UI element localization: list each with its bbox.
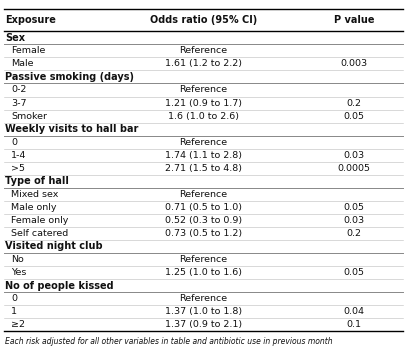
Text: 1.6 (1.0 to 2.6): 1.6 (1.0 to 2.6) <box>168 112 239 121</box>
Text: 1.21 (0.9 to 1.7): 1.21 (0.9 to 1.7) <box>165 99 242 108</box>
Text: Male only: Male only <box>11 203 57 212</box>
Text: Sex: Sex <box>5 33 25 43</box>
Text: 0.03: 0.03 <box>344 151 365 160</box>
Text: 0.04: 0.04 <box>344 307 365 316</box>
Text: 1-4: 1-4 <box>11 151 26 160</box>
Text: Reference: Reference <box>179 255 228 264</box>
Text: P value: P value <box>334 15 374 25</box>
Text: Female: Female <box>11 46 45 55</box>
Text: Mixed sex: Mixed sex <box>11 190 58 199</box>
Text: Smoker: Smoker <box>11 112 47 121</box>
Text: Reference: Reference <box>179 46 228 55</box>
Text: ≥2: ≥2 <box>11 320 25 329</box>
Text: Passive smoking (days): Passive smoking (days) <box>5 72 134 82</box>
Text: >5: >5 <box>11 164 25 173</box>
Text: 0.003: 0.003 <box>341 59 368 68</box>
Text: 0: 0 <box>11 138 17 147</box>
Text: No: No <box>11 255 24 264</box>
Text: Each risk adjusted for all other variables in table and antibiotic use in previo: Each risk adjusted for all other variabl… <box>5 337 333 346</box>
Text: 1.37 (0.9 to 2.1): 1.37 (0.9 to 2.1) <box>165 320 242 329</box>
Text: 0-2: 0-2 <box>11 85 26 94</box>
Text: Male: Male <box>11 59 33 68</box>
Text: Yes: Yes <box>11 268 26 277</box>
Text: Self catered: Self catered <box>11 229 68 238</box>
Text: Reference: Reference <box>179 294 228 303</box>
Text: Reference: Reference <box>179 190 228 199</box>
Text: Odds ratio (95% CI): Odds ratio (95% CI) <box>150 15 257 25</box>
Text: 0.2: 0.2 <box>347 99 361 108</box>
Text: 0.05: 0.05 <box>344 268 365 277</box>
Text: 0.03: 0.03 <box>344 216 365 225</box>
Text: 0.1: 0.1 <box>347 320 361 329</box>
Text: 0.52 (0.3 to 0.9): 0.52 (0.3 to 0.9) <box>165 216 242 225</box>
Text: 0.2: 0.2 <box>347 229 361 238</box>
Text: 0.05: 0.05 <box>344 203 365 212</box>
Text: Reference: Reference <box>179 138 228 147</box>
Text: 1.61 (1.2 to 2.2): 1.61 (1.2 to 2.2) <box>165 59 242 68</box>
Text: Female only: Female only <box>11 216 68 225</box>
Text: 1.74 (1.1 to 2.8): 1.74 (1.1 to 2.8) <box>165 151 242 160</box>
Text: Weekly visits to hall bar: Weekly visits to hall bar <box>5 124 138 134</box>
Text: 2.71 (1.5 to 4.8): 2.71 (1.5 to 4.8) <box>165 164 242 173</box>
Text: 0.71 (0.5 to 1.0): 0.71 (0.5 to 1.0) <box>165 203 242 212</box>
Text: Reference: Reference <box>179 85 228 94</box>
Text: Visited night club: Visited night club <box>5 242 103 251</box>
Text: 0: 0 <box>11 294 17 303</box>
Text: Exposure: Exposure <box>5 15 56 25</box>
Text: 0.05: 0.05 <box>344 112 365 121</box>
Text: 0.0005: 0.0005 <box>337 164 371 173</box>
Text: 1.37 (1.0 to 1.8): 1.37 (1.0 to 1.8) <box>165 307 242 316</box>
Text: 0.73 (0.5 to 1.2): 0.73 (0.5 to 1.2) <box>165 229 242 238</box>
Text: Type of hall: Type of hall <box>5 176 69 186</box>
Text: No of people kissed: No of people kissed <box>5 280 114 291</box>
Text: 1: 1 <box>11 307 17 316</box>
Text: 1.25 (1.0 to 1.6): 1.25 (1.0 to 1.6) <box>165 268 242 277</box>
Text: 3-7: 3-7 <box>11 99 26 108</box>
